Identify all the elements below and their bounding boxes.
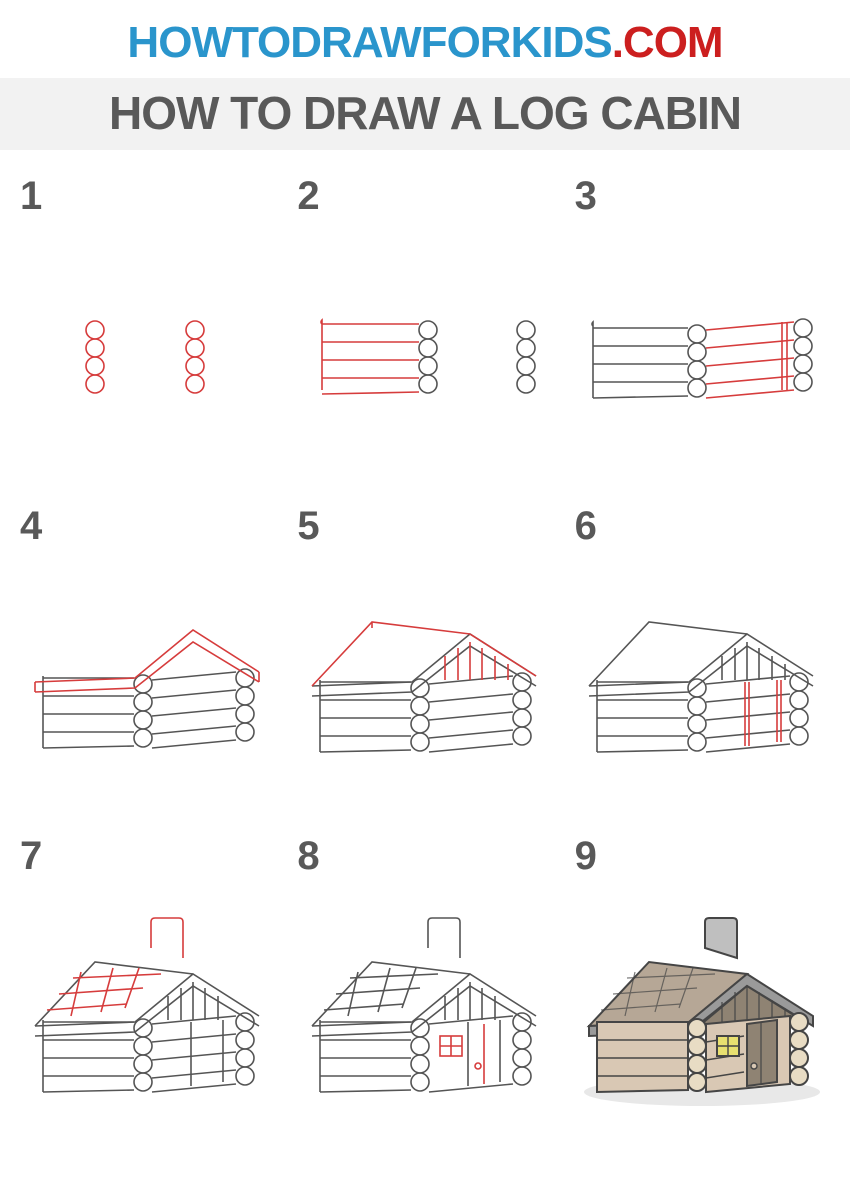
step-cell-6: 6 <box>569 500 836 820</box>
step-cell-5: 5 <box>291 500 558 820</box>
step-cell-8: 8 <box>291 830 558 1150</box>
step-cell-2: 2 <box>291 170 558 490</box>
step-cell-3: 3 <box>569 170 836 490</box>
title-bar: HOW TO DRAW A LOG CABIN <box>0 78 850 150</box>
step-number: 7 <box>20 834 42 879</box>
site-name-dot: . <box>612 18 623 67</box>
step-5-svg <box>300 530 550 790</box>
step-number: 2 <box>297 174 319 219</box>
step-cell-7: 7 <box>14 830 281 1150</box>
step-number: 5 <box>297 504 319 549</box>
step-9-svg <box>577 860 827 1120</box>
step-1-svg <box>23 200 273 460</box>
step-cell-9: 9 <box>569 830 836 1150</box>
step-number: 4 <box>20 504 42 549</box>
step-number: 3 <box>575 174 597 219</box>
step-3-svg <box>577 200 827 460</box>
step-number: 6 <box>575 504 597 549</box>
step-4-svg <box>23 530 273 790</box>
site-name-tld: COM <box>623 18 723 67</box>
site-logo: HOWTODRAWFORKIDS.COM <box>127 18 722 68</box>
step-7-svg <box>23 860 273 1120</box>
step-number: 9 <box>575 834 597 879</box>
steps-grid: 1 2 <box>0 150 850 1150</box>
step-6-svg <box>577 530 827 790</box>
step-cell-4: 4 <box>14 500 281 820</box>
site-name-main: HOWTODRAWFORKIDS <box>127 18 611 67</box>
step-2-svg <box>300 200 550 460</box>
step-number: 1 <box>20 174 42 219</box>
step-cell-1: 1 <box>14 170 281 490</box>
page-title: HOW TO DRAW A LOG CABIN <box>0 86 850 140</box>
site-header: HOWTODRAWFORKIDS.COM <box>0 0 850 74</box>
step-number: 8 <box>297 834 319 879</box>
step-8-svg <box>300 860 550 1120</box>
